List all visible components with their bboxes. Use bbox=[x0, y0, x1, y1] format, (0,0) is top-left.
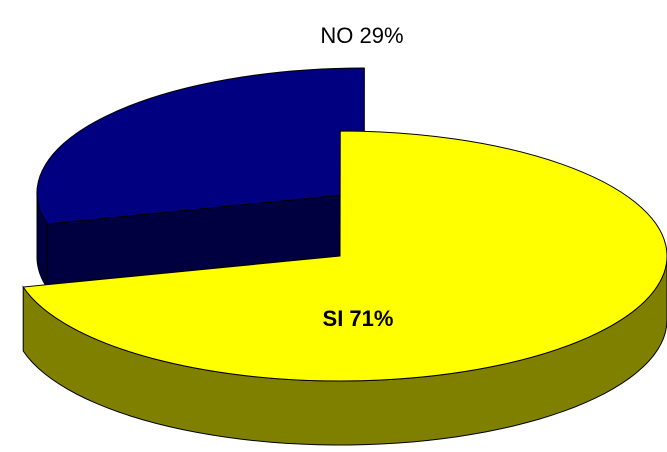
pie-slice-no bbox=[36, 67, 365, 290]
slice-si-top bbox=[22, 130, 667, 382]
slice-no-top bbox=[36, 67, 365, 225]
slice-label-no: NO 29% bbox=[320, 23, 403, 48]
pie-slice-si bbox=[22, 130, 667, 446]
slice-label-si: SI 71% bbox=[323, 306, 394, 331]
